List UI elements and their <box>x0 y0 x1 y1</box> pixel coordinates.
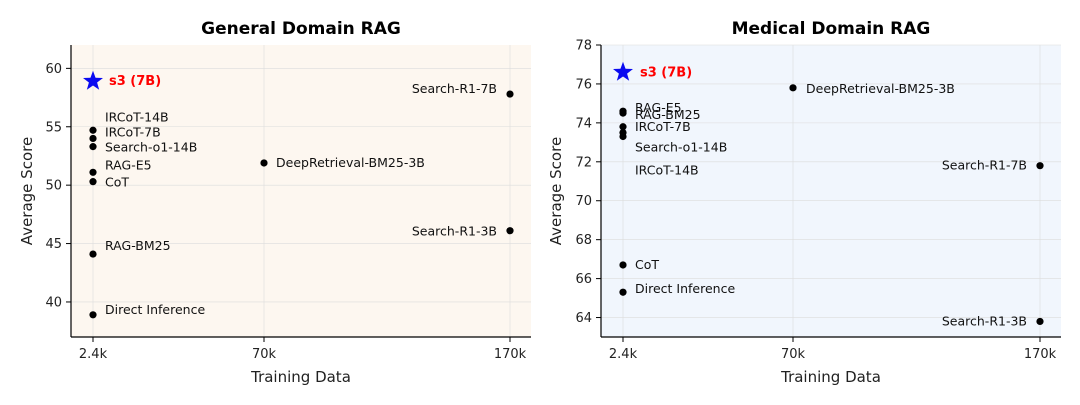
data-point <box>89 134 97 143</box>
y-tick-label: 50 <box>45 179 62 194</box>
data-label: IRCoT-7B <box>635 119 691 134</box>
data-label: IRCoT-14B <box>635 162 699 177</box>
data-label: RAG-E5 <box>635 100 682 115</box>
x-tick-label: 2.4k <box>609 347 638 362</box>
chart-title: General Domain RAG <box>201 19 401 39</box>
data-point <box>619 109 627 117</box>
data-label: RAG-BM25 <box>105 238 171 253</box>
data-label: IRCoT-7B <box>105 124 161 139</box>
data-label: s3 (7B) <box>109 74 161 89</box>
data-point <box>1036 162 1044 170</box>
x-axis-label: Training Data <box>780 368 881 386</box>
data-point <box>506 227 514 235</box>
data-label: CoT <box>105 175 129 190</box>
y-tick-label: 60 <box>45 62 62 77</box>
data-point <box>619 261 627 269</box>
x-axis-label: Training Data <box>250 368 351 386</box>
data-point <box>89 143 97 151</box>
data-label: CoT <box>635 257 659 272</box>
y-tick-label: 78 <box>575 39 592 54</box>
data-point <box>89 250 97 258</box>
plot-area <box>601 45 1061 337</box>
y-tick-label: 72 <box>575 155 592 170</box>
data-point <box>506 90 514 98</box>
data-label: RAG-BM25 <box>635 107 701 122</box>
data-point <box>1036 317 1044 326</box>
chart-panel-1: 40 45 50 55 60 2.4k 70k 170k General Domain RAG T… <box>18 19 531 386</box>
y-tick-label: 76 <box>575 77 592 92</box>
data-label: RAG-E5 <box>105 157 152 172</box>
data-point <box>89 126 97 134</box>
data-point <box>619 288 627 296</box>
data-point <box>789 84 797 92</box>
data-label: Direct Inference <box>635 281 735 296</box>
data-point <box>89 168 97 176</box>
data-label: Search-R1-3B <box>942 313 1027 328</box>
data-label: Search-o1-14B <box>105 140 197 155</box>
y-tick-label: 64 <box>575 311 592 326</box>
x-tick-label: 170k <box>1024 347 1057 362</box>
x-tick-label: 2.4k <box>79 347 108 362</box>
y-tick-label: 66 <box>575 272 592 287</box>
data-point <box>619 123 627 131</box>
data-point <box>619 132 627 141</box>
data-label: Search-R1-7B <box>412 81 497 96</box>
y-tick-label: 74 <box>575 116 592 131</box>
chart-panel-2: 64 66 68 70 72 74 76 78 2.4k 70k 170k Medical Domai… <box>547 19 1061 386</box>
data-point <box>260 159 268 167</box>
data-point <box>89 178 97 186</box>
x-tick-label: 70k <box>252 347 277 362</box>
data-point-star <box>613 61 633 81</box>
data-label: IRCoT-14B <box>105 109 169 124</box>
x-tick-label: 70k <box>781 347 806 362</box>
plot-area <box>71 45 531 337</box>
data-point-star <box>83 70 103 90</box>
x-tick-label: 170k <box>494 347 527 362</box>
data-label: s3 (7B) <box>640 65 692 80</box>
y-axis-label: Average Score <box>547 137 565 245</box>
data-point <box>89 311 97 319</box>
data-label: Direct Inference <box>105 302 205 317</box>
data-label: DeepRetrieval-BM25-3B <box>276 155 425 170</box>
data-label: DeepRetrieval-BM25-3B <box>806 81 955 96</box>
chart-title: Medical Domain RAG <box>732 19 931 39</box>
data-label: Search-R1-3B <box>412 224 497 239</box>
y-tick-label: 68 <box>575 233 592 248</box>
data-label: Search-R1-7B <box>942 158 1027 173</box>
data-label: Search-o1-14B <box>635 140 727 155</box>
y-axis-label: Average Score <box>18 137 36 245</box>
y-tick-label: 45 <box>45 237 62 252</box>
y-tick-label: 40 <box>45 295 62 310</box>
y-tick-label: 70 <box>575 194 592 209</box>
y-tick-label: 55 <box>45 120 62 135</box>
